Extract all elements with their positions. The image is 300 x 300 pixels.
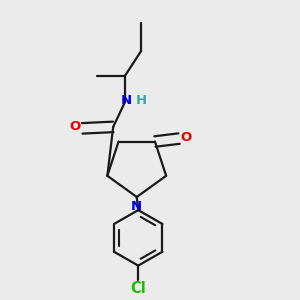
Text: Cl: Cl (130, 281, 146, 296)
Text: H: H (136, 94, 147, 107)
Text: O: O (181, 130, 192, 144)
Text: O: O (69, 120, 80, 134)
Text: N: N (121, 94, 132, 107)
Text: N: N (131, 200, 142, 213)
